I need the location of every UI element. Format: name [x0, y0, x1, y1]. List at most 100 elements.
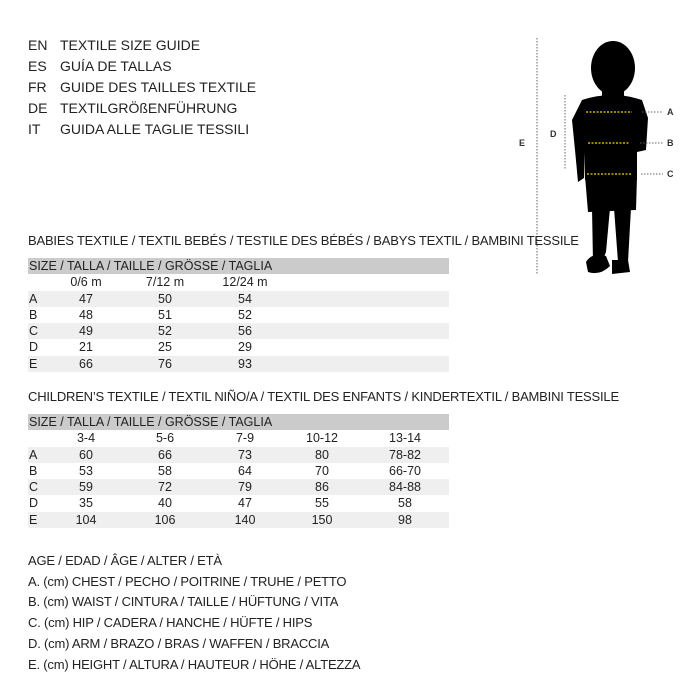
measure-guides [536, 38, 663, 275]
table-cell: 79 [238, 480, 252, 495]
row-label: C [29, 480, 39, 495]
table-cell: 106 [154, 512, 176, 527]
language-code: DE [28, 100, 48, 116]
table-cell: 51 [158, 307, 172, 322]
table-cell: 56 [238, 324, 252, 339]
table-cell: 66 [79, 356, 93, 371]
column-header: 7/12 m [145, 275, 185, 290]
guide-title: GUIDA ALLE TAGLIE TESSILI [60, 121, 250, 137]
column-header: 10-12 [306, 431, 338, 446]
row-label: B [29, 463, 38, 478]
table-cell: 59 [79, 480, 93, 495]
legend-item: AGE / EDAD / ÂGE / ALTER / ETÀ [28, 553, 222, 568]
column-header: 13-14 [389, 431, 421, 446]
column-header: 3-4 [76, 431, 96, 446]
column-header: 5-6 [155, 431, 175, 446]
measure-lines [586, 111, 632, 175]
table-cell: 70 [315, 463, 329, 478]
table-cell: 66-70 [389, 463, 421, 478]
column-headers: 0/6 m 7/12 m 12/24 m [28, 274, 449, 290]
table-cell: 48 [79, 307, 93, 322]
table-cell: 104 [75, 512, 97, 527]
table-cell: 47 [79, 291, 93, 306]
babies-section-title: BABIES TEXTILE / TEXTIL BEBÉS / TESTILE … [28, 233, 579, 248]
table-row: E 66 76 93 [28, 355, 449, 373]
legend-item: A. (cm) CHEST / PECHO / POITRINE / TRUHE… [28, 573, 347, 589]
table-cell: 150 [311, 512, 333, 527]
table-cell: 52 [238, 307, 252, 322]
table-row: E 104 106 140 150 98 [28, 511, 449, 529]
guide-title: GUÍA DE TALLAS [60, 58, 172, 74]
row-label: E [29, 356, 38, 371]
table-cell: 140 [234, 512, 256, 527]
table-cell: 80 [315, 447, 329, 462]
label-b: B [667, 138, 674, 148]
row-label: A [29, 291, 38, 306]
column-headers: 3-4 5-6 7-9 10-12 13-14 [28, 430, 449, 446]
table-cell: 76 [158, 356, 172, 371]
guide-title: TEXTILGRÖßENFÜHRUNG [60, 100, 238, 116]
table-cell: 86 [315, 480, 329, 495]
row-label: B [29, 307, 38, 322]
table-cell: 98 [398, 512, 412, 527]
table-cell: 25 [158, 340, 172, 355]
table-cell: 49 [79, 324, 93, 339]
table-row: B 53 58 64 70 66-70 [28, 463, 449, 479]
table-cell: 35 [79, 496, 93, 511]
table-cell: 58 [158, 463, 172, 478]
language-code: EN [28, 37, 48, 53]
table-cell: 93 [238, 356, 252, 371]
table-cell: 55 [315, 496, 329, 511]
legend-item: E. (cm) HEIGHT / ALTURA / HAUTEUR / HÖHE… [28, 656, 361, 672]
table-row: A 60 66 73 80 78-82 [28, 446, 449, 463]
language-code: FR [28, 79, 47, 95]
table-cell: 84-88 [389, 480, 421, 495]
table-cell: 21 [79, 340, 93, 355]
label-e: E [519, 138, 525, 148]
guide-title: TEXTILE SIZE GUIDE [60, 37, 201, 53]
legend-item: C. (cm) HIP / CADERA / HANCHE / HÜFTE / … [28, 615, 313, 631]
legend-item: D. (cm) ARM / BRAZO / BRAS / WAFFEN / BR… [28, 635, 330, 651]
table-cell: 54 [238, 291, 252, 306]
table-cell: 29 [238, 340, 252, 355]
table-cell: 73 [238, 447, 252, 462]
table-cell: 66 [158, 447, 172, 462]
table-row: D 35 40 47 55 58 [28, 495, 449, 511]
table-cell: 47 [238, 496, 252, 511]
children-size-table: SIZE / TALLA / TAILLE / GRÖSSE / TAGLIA 3… [28, 414, 449, 529]
language-code: IT [28, 121, 41, 137]
row-label: D [29, 496, 39, 511]
table-header: SIZE / TALLA / TAILLE / GRÖSSE / TAGLIA [28, 258, 449, 275]
column-header: 12/24 m [222, 275, 268, 290]
column-header: 7-9 [235, 431, 255, 446]
babies-size-table: SIZE / TALLA / TAILLE / GRÖSSE / TAGLIA 0… [28, 258, 449, 373]
table-cell: 40 [158, 496, 172, 511]
label-a: A [667, 107, 674, 117]
table-cell: 64 [238, 463, 252, 478]
table-cell: 60 [79, 447, 93, 462]
table-header: SIZE / TALLA / TAILLE / GRÖSSE / TAGLIA [28, 414, 449, 431]
row-label: D [29, 340, 39, 355]
table-cell: 53 [79, 463, 93, 478]
table-cell: 58 [398, 496, 412, 511]
table-cell: 50 [158, 291, 172, 306]
column-header: 0/6 m [70, 275, 102, 290]
table-row: C 59 72 79 86 84-88 [28, 479, 449, 496]
label-d: D [550, 129, 557, 139]
table-row: B 48 51 52 [28, 307, 449, 323]
children-section-title: CHILDREN’S TEXTILE / TEXTIL NIÑO/A / TEX… [28, 389, 619, 404]
language-code: ES [28, 58, 47, 74]
table-row: D 21 25 29 [28, 339, 449, 355]
row-label: E [29, 512, 38, 527]
table-row: C 49 52 56 [28, 323, 449, 340]
table-cell: 52 [158, 324, 172, 339]
row-label: A [29, 447, 38, 462]
legend-item: B. (cm) WAIST / CINTURA / TAILLE / HÜFTU… [28, 594, 339, 610]
row-label: C [29, 324, 39, 339]
table-row: A 47 50 54 [28, 290, 449, 307]
guide-title: GUIDE DES TAILLES TEXTILE [60, 79, 257, 95]
table-cell: 78-82 [389, 447, 421, 462]
label-c: C [667, 169, 674, 179]
